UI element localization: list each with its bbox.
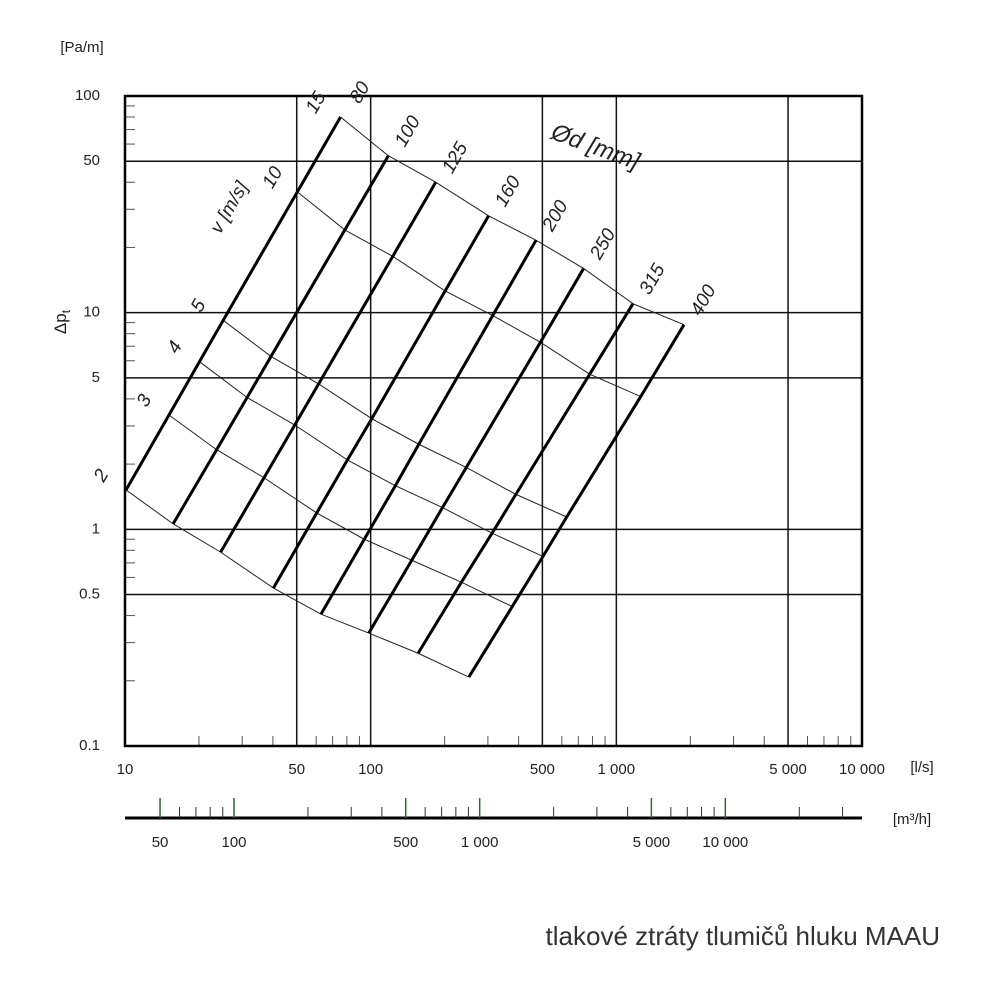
y-label: Δpt: [51, 309, 73, 334]
diameter-line: [171, 154, 390, 525]
velocity-line: [297, 191, 641, 398]
x2-tick-label: 500: [393, 834, 418, 851]
x-tick-label: 500: [530, 761, 555, 778]
x-unit: [l/s]: [910, 759, 933, 776]
velocity-label: v [m/s]: [206, 178, 253, 238]
x-tick-label: 100: [358, 761, 383, 778]
velocity-line: [222, 319, 567, 518]
velocity-line: [340, 116, 685, 326]
y-label-main: Δp: [51, 313, 70, 334]
x2-tick-label: 50: [152, 834, 169, 851]
diameter-tick-label: 100: [391, 112, 425, 150]
velocity-tick-label: 4: [163, 338, 186, 358]
x-tick-label: 5 000: [769, 761, 807, 778]
velocity-line: [199, 361, 544, 557]
velocity-tick-label: 3: [133, 391, 157, 411]
x-tick-label: 1 000: [598, 761, 636, 778]
diameter-line: [319, 239, 538, 615]
x2-tick-label: 5 000: [633, 834, 671, 851]
diameter-tick-label: 400: [687, 281, 721, 319]
diameter-line: [467, 323, 686, 678]
velocity-tick-label: 15: [302, 88, 331, 117]
x2-tick-label: 100: [221, 834, 246, 851]
diameter-line: [367, 267, 585, 634]
diameter-tick-label: 200: [538, 197, 573, 236]
y-unit: [Pa/m]: [60, 39, 103, 56]
x-tick-label: 10 000: [839, 761, 885, 778]
diameter-tick-label: 125: [438, 139, 472, 177]
velocity-tick-label: 10: [259, 163, 288, 192]
x2-tick-label: 10 000: [702, 834, 748, 851]
y-tick-label: 0.1: [79, 737, 100, 754]
velocity-tick-label: 2: [89, 465, 113, 486]
x2-tick-label: 1 000: [461, 834, 499, 851]
diameter-line: [124, 116, 342, 491]
diameter-tick-label: 160: [491, 172, 525, 210]
y-tick-label: 50: [83, 152, 100, 169]
x-tick-label: 10: [117, 761, 134, 778]
diameter-line: [272, 215, 490, 589]
y-tick-label: 1: [92, 520, 100, 537]
velocity-line: [125, 489, 470, 678]
y-label-sub: t: [59, 309, 73, 313]
velocity-line: [168, 414, 513, 608]
diameter-line: [219, 181, 438, 553]
y-tick-label: 5: [92, 369, 100, 386]
diameter-line: [416, 302, 635, 655]
diameter-label: Ød [mm]: [547, 118, 645, 176]
y-tick-label: 0.5: [79, 586, 100, 603]
x-tick-label: 50: [288, 761, 305, 778]
x2-unit: [m³/h]: [893, 811, 931, 828]
y-tick-label: 100: [75, 87, 100, 104]
y-tick-label: 10: [83, 304, 100, 321]
caption: tlakové ztráty tlumičů hluku MAAU: [546, 921, 940, 951]
plot-frame: [123, 94, 864, 748]
diameter-tick-label: 250: [586, 225, 621, 264]
diameter-tick-label: 315: [636, 260, 670, 298]
